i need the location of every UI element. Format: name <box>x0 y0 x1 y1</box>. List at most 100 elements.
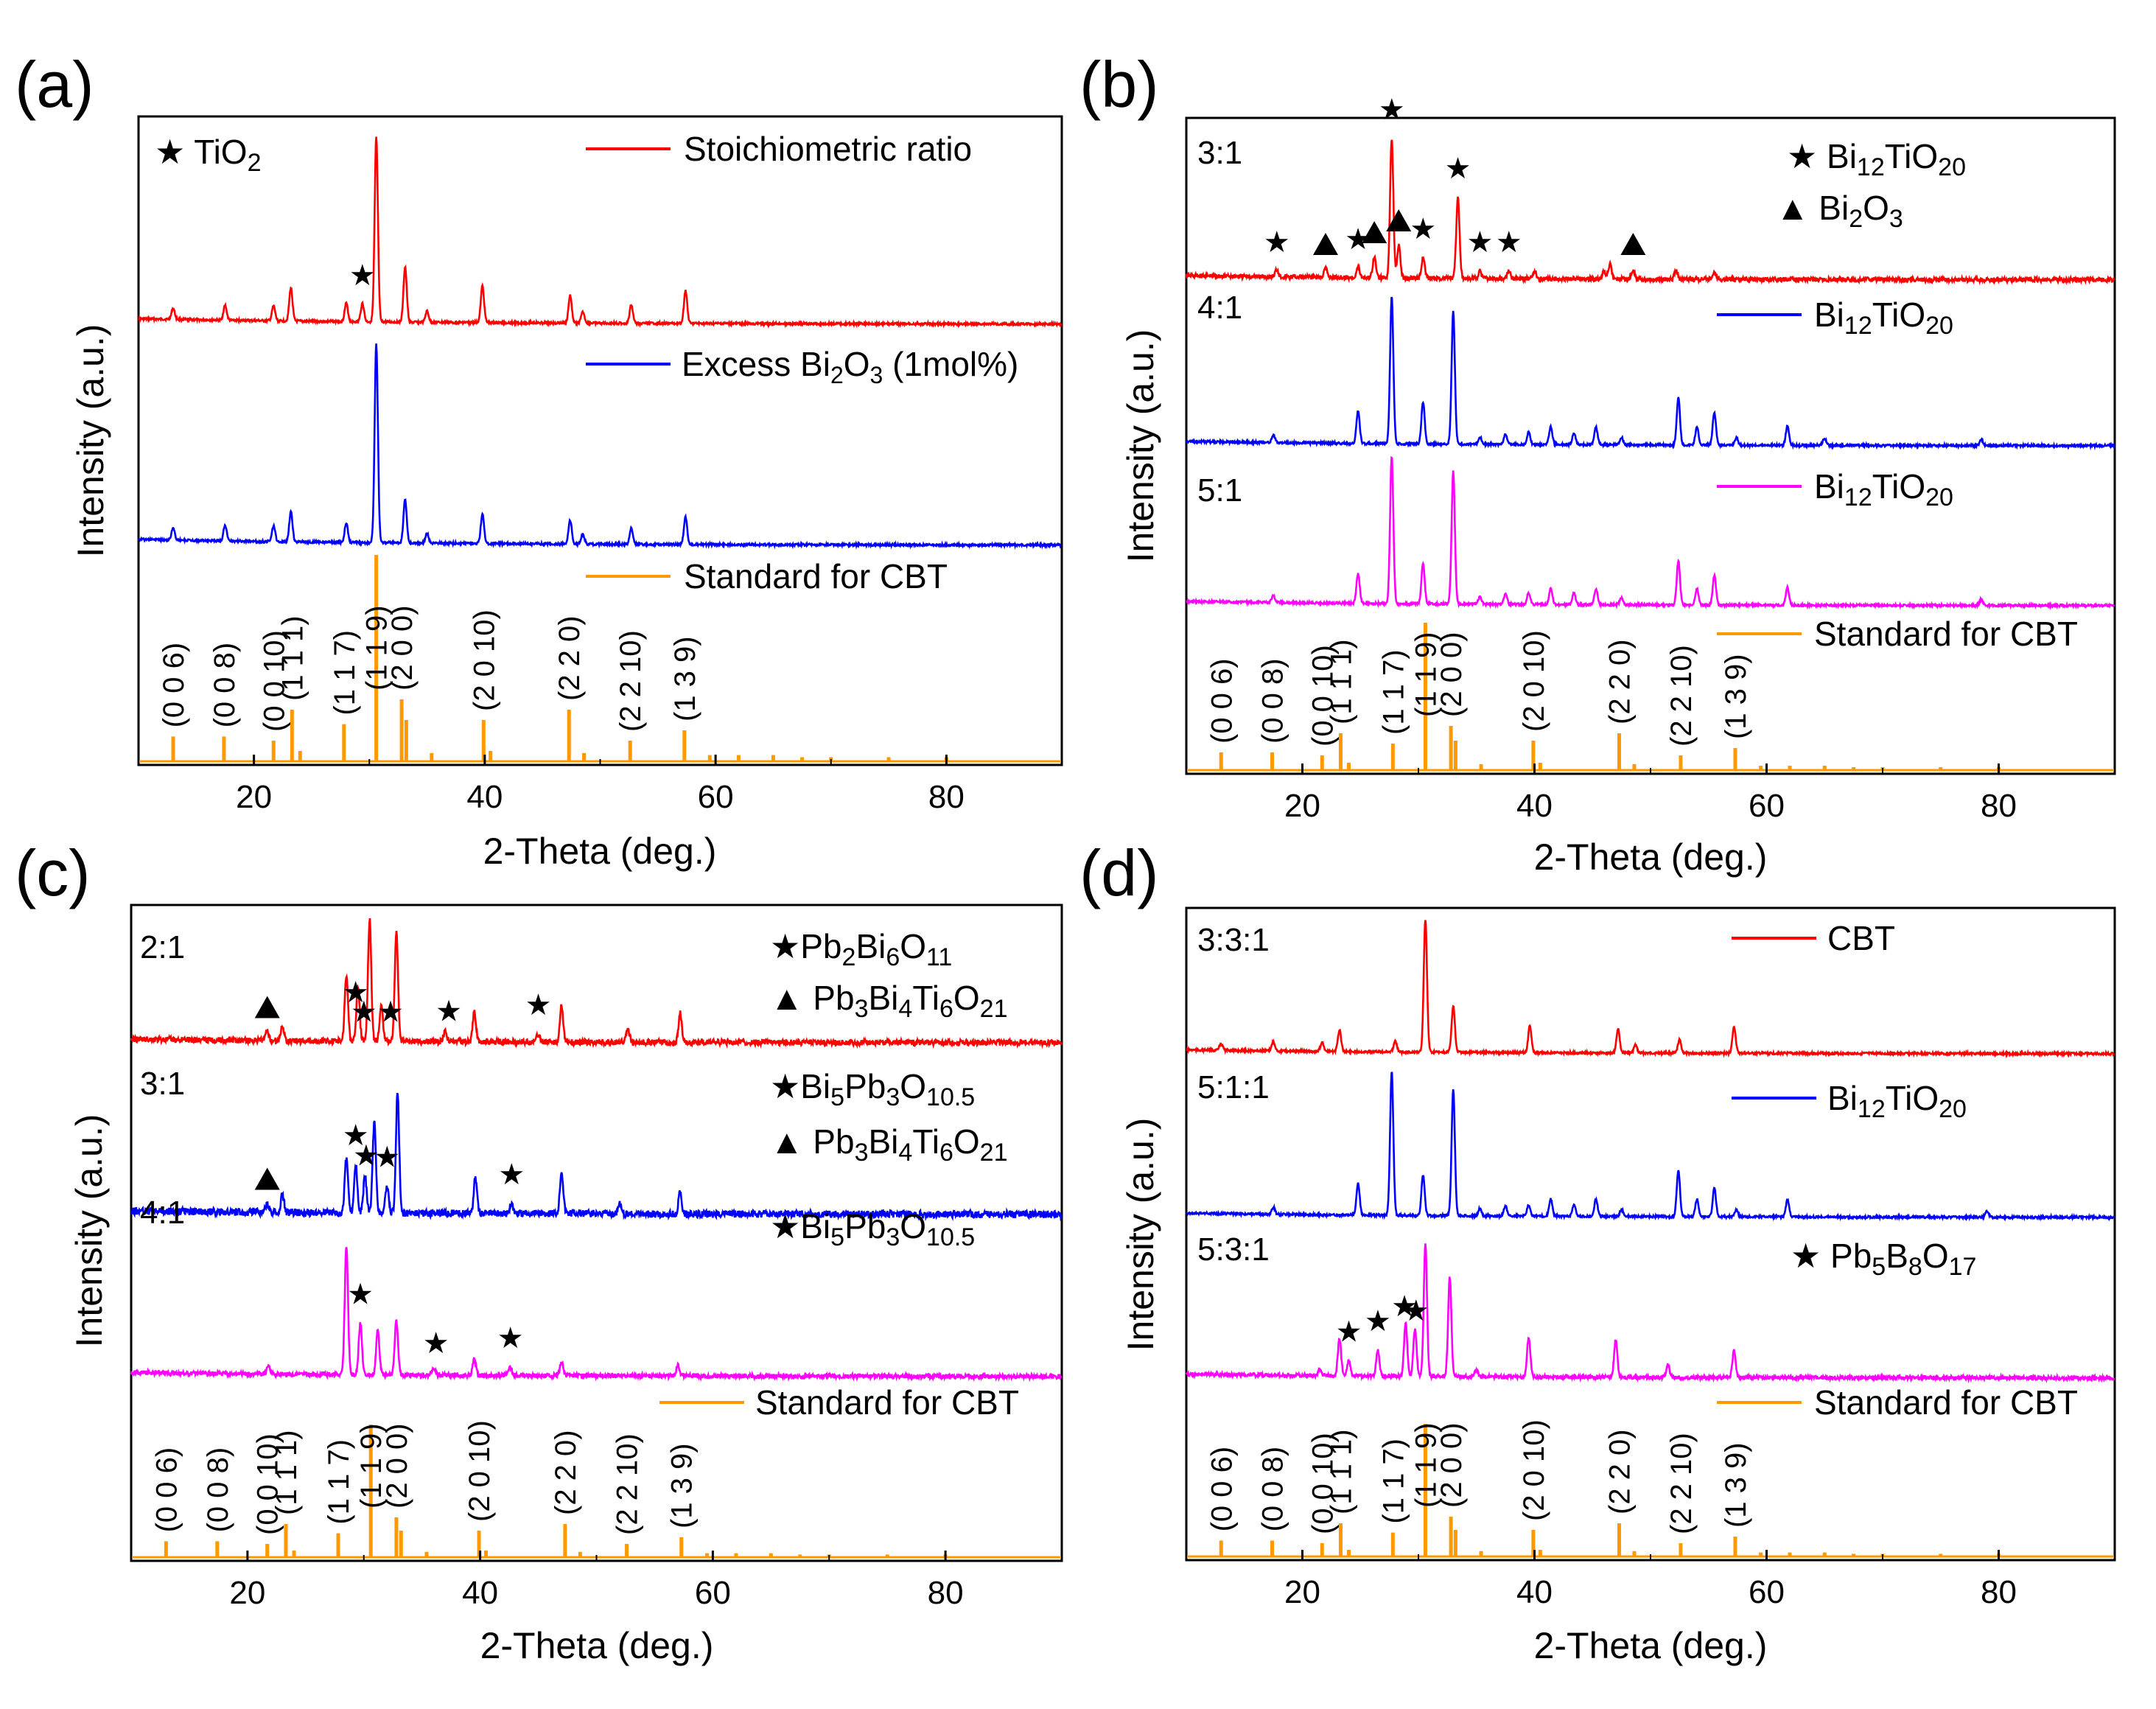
legend-bi2o3-triangle: ▲ Bi2O3 <box>1776 189 1903 233</box>
y-axis-title-a: Intensity (a.u.) <box>70 324 111 558</box>
triangle-marker-b-0-3 <box>1620 233 1646 255</box>
hkl-label-c-5: (1 1 9) <box>355 1423 388 1509</box>
series-line-c-0 <box>130 918 1063 1049</box>
hkl-label-b-0: (0 0 6) <box>1205 658 1238 744</box>
panel-b: (b) ★ ★★★★★ ★(0 0 6) (0 0 8) (0 0 10)(1 1 1)… <box>1079 48 2116 878</box>
legend-bi12tio20-star: ★ Bi12TiO20 <box>1787 137 1966 181</box>
legend-a: ★ TiO2 Stoichiometric ratio Excess Bi2O3… <box>155 130 1018 595</box>
hkl-label-d-7: (2 0 10) <box>1518 1419 1550 1521</box>
x-ticks-a: 20 40 60 80 <box>138 755 1063 815</box>
hkl-label-c-6: (2 0 0) <box>381 1423 413 1509</box>
star-marker-b-0-2: ★ <box>1379 94 1405 126</box>
hkl-label-d-8: (2 2 0) <box>1603 1429 1636 1514</box>
hkl-label-d-9: (2 2 10) <box>1665 1433 1698 1534</box>
hkl-label-d-5: (1 1 9) <box>1410 1422 1442 1508</box>
x-ticks-c: 20 40 60 80 <box>130 1551 1063 1611</box>
star-marker-c-1-2: ★ <box>374 1142 400 1174</box>
star-marker-c-1-0: ★ <box>343 1119 369 1152</box>
star-marker-c-1-3: ★ <box>498 1158 525 1191</box>
hkl-label-b-1: (0 0 8) <box>1257 658 1289 744</box>
hkl-label-c-4: (1 1 7) <box>323 1439 355 1525</box>
ratio-label-b1: 3:1 <box>1197 135 1242 171</box>
x-tick-label-b-40: 40 <box>1516 788 1553 824</box>
legend-bi12tio20-b2: Bi12TiO20 <box>1814 296 1953 340</box>
legend-c: ★Pb2Bi6O11 ▲ Pb3Bi4Ti6O21 ★Bi5Pb3O10.5 ▲… <box>659 927 1019 1422</box>
panel-label-c: (c) <box>15 836 91 909</box>
star-marker-b-0-0: ★ <box>1264 226 1290 259</box>
x-axis-title-c: 2-Theta (deg.) <box>480 1625 714 1666</box>
hkl-label-a-4: (1 1 7) <box>329 630 361 716</box>
hkl-label-b-4: (1 1 7) <box>1377 649 1410 735</box>
star-marker-d-2-3: ★ <box>1403 1295 1429 1327</box>
x-axis-title-d: 2-Theta (deg.) <box>1534 1625 1768 1666</box>
traces-b: ★ ★★★★★ ★(0 0 6) (0 0 8) (0 0 10)(1 1 1) (1 1… <box>1185 94 2115 772</box>
triangle-marker-b-0-2 <box>1386 209 1412 231</box>
series-line-b-1 <box>1185 296 2115 451</box>
legend-standard-c: Standard for CBT <box>755 1383 1019 1422</box>
star-marker-d-2-2: ★ <box>1391 1290 1418 1323</box>
panel-label-d: (d) <box>1079 836 1159 909</box>
x-tick-label-d-40: 40 <box>1516 1574 1553 1610</box>
legend-cbt: CBT <box>1827 919 1895 957</box>
star-marker-c-2-1: ★ <box>423 1327 449 1360</box>
x-tick-label-c-20: 20 <box>229 1575 265 1611</box>
legend-b: ★ Bi12TiO20 ▲ Bi2O3 Bi12TiO20 Bi12TiO20 … <box>1717 137 2078 653</box>
series-line-a-1 <box>137 343 1063 550</box>
hkl-label-b-10: (1 3 9) <box>1720 654 1752 739</box>
hkl-label-d-10: (1 3 9) <box>1720 1442 1752 1528</box>
panel-c: (c) ★★ ★ ★ ★★★★★★★ ★(0 0 6) (0 0 8) (0 0 10)(1… <box>15 836 1063 1666</box>
legend-tio2: ★ TiO2 <box>155 133 262 177</box>
hkl-label-a-7: (2 0 10) <box>468 609 500 711</box>
series-line-c-2 <box>130 1246 1063 1383</box>
hkl-label-b-6: (2 0 0) <box>1435 632 1468 717</box>
ratio-label-c2: 3:1 <box>140 1066 185 1102</box>
x-tick-label-d-60: 60 <box>1749 1574 1785 1610</box>
x-tick-label-b-20: 20 <box>1284 788 1320 824</box>
legend-bi12tio20-b3: Bi12TiO20 <box>1814 467 1953 511</box>
hkl-label-d-0: (0 0 6) <box>1205 1447 1238 1532</box>
hkl-label-a-10: (1 3 9) <box>669 636 701 721</box>
series-line-c-1 <box>130 1092 1063 1222</box>
hkl-label-c-7: (2 0 10) <box>463 1420 496 1522</box>
legend-standard-a: Standard for CBT <box>684 557 948 595</box>
triangle-marker-b-0-1 <box>1362 221 1387 243</box>
hkl-label-c-0: (0 0 6) <box>150 1447 183 1533</box>
series-line-b-0 <box>1185 139 2115 286</box>
ratio-label-d2: 5:1:1 <box>1197 1069 1270 1105</box>
x-tick-label-c-60: 60 <box>695 1575 731 1611</box>
y-axis-title-c: Intensity (a.u.) <box>69 1114 110 1348</box>
x-axis-title-a: 2-Theta (deg.) <box>483 831 717 872</box>
star-marker-b-0-3: ★ <box>1410 213 1436 245</box>
legend-excess: Excess Bi2O3 (1mol%) <box>682 345 1018 388</box>
y-axis-title-d: Intensity (a.u.) <box>1120 1118 1161 1352</box>
hkl-label-a-1: (0 0 8) <box>209 643 241 728</box>
ratio-label-b3: 5:1 <box>1197 472 1242 508</box>
x-tick-label-c-40: 40 <box>462 1575 498 1611</box>
panel-d: (d) ★ ★ ★★(0 0 6) (0 0 8) (0 0 10)(1 1 1) (1 … <box>1079 836 2116 1666</box>
star-marker-c-0-3: ★ <box>435 996 462 1028</box>
x-tick-label-a-20: 20 <box>236 779 272 815</box>
legend-d: CBT Bi12TiO20 ★ Pb5B8O17 Standard for CB… <box>1717 919 2078 1422</box>
star-marker-c-0-1: ★ <box>351 996 377 1029</box>
series-line-a-0 <box>138 136 1063 329</box>
x-ticks-b: 20 40 60 80 <box>1186 763 2115 824</box>
ratio-label-d3: 5:3:1 <box>1197 1231 1270 1268</box>
ratio-label-d1: 3:3:1 <box>1197 922 1270 958</box>
series-line-d-2 <box>1185 1243 2115 1384</box>
hkl-label-a-2: (0 0 10) <box>258 630 290 732</box>
ratio-label-c3: 4:1 <box>140 1195 185 1231</box>
star-marker-c-0-4: ★ <box>525 989 552 1021</box>
hkl-label-c-2: (0 0 10) <box>252 1433 284 1535</box>
traces-c: ★★ ★ ★ ★★★★★★★ ★(0 0 6) (0 0 8) (0 0 10)(1 1 1… <box>130 918 1063 1559</box>
legend-pb3bi4ti6o21-c1: ▲ Pb3Bi4Ti6O21 <box>770 979 1007 1023</box>
x-axis-title-b: 2-Theta (deg.) <box>1534 836 1768 878</box>
panel-a: (a) ★ (0 0 6) (0 0 8) (0 0 10)(1 1 1) (1 1 7… <box>15 48 1063 872</box>
x-tick-label-c-80: 80 <box>928 1575 964 1611</box>
panel-label-a: (a) <box>15 48 94 121</box>
hkl-label-b-7: (2 0 10) <box>1518 630 1550 732</box>
legend-bi12tio20-d2: Bi12TiO20 <box>1827 1079 1967 1123</box>
hkl-label-a-8: (2 2 0) <box>553 615 586 701</box>
legend-stoichiometric: Stoichiometric ratio <box>684 130 972 168</box>
hkl-label-d-1: (0 0 8) <box>1257 1447 1289 1532</box>
legend-pb5b8o17: ★ Pb5B8O17 <box>1791 1237 1976 1281</box>
